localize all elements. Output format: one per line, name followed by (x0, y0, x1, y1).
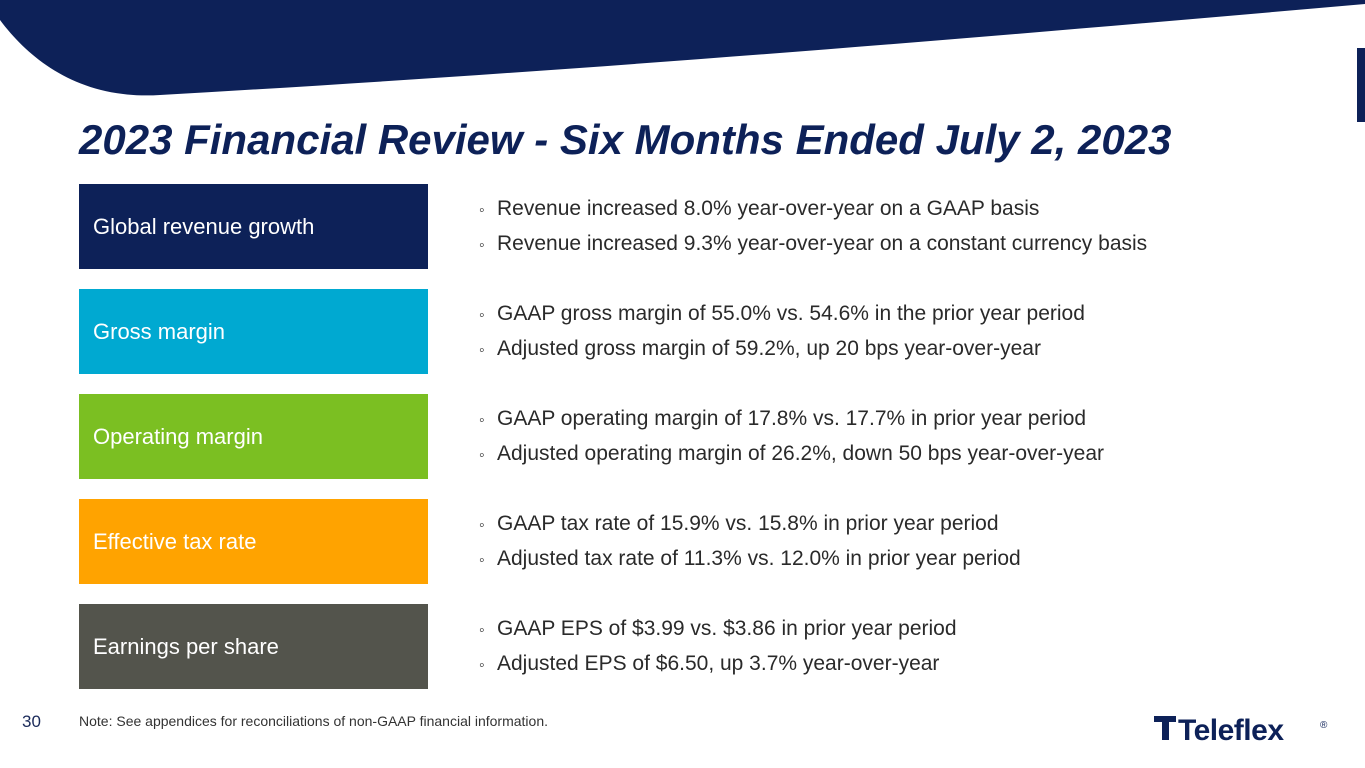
bullet-circle-icon: ◦ (479, 622, 485, 639)
bullet-circle-icon: ◦ (479, 551, 485, 569)
bullet-item: ◦ GAAP gross margin of 55.0% vs. 54.6% in… (479, 298, 1279, 333)
svg-text:®: ® (1320, 720, 1328, 731)
bullet-circle-icon: ◦ (479, 202, 485, 219)
teleflex-logo: Teleflex ® (1154, 714, 1328, 746)
category-box: Operating margin (79, 394, 428, 479)
footnote: Note: See appendices for reconciliations… (79, 713, 549, 729)
bullet-circle-icon: ◦ (479, 236, 485, 254)
bullet-circle-icon: ◦ (479, 446, 485, 464)
review-row-revenue: Global revenue growth ◦ Revenue increased… (79, 184, 1279, 269)
bullet-item: ◦ GAAP EPS of $3.99 vs. $3.86 in prior ye… (479, 613, 1279, 648)
bullet-list: ◦ GAAP EPS of $3.99 vs. $3.86 in prior ye… (479, 613, 1279, 682)
bullet-list: ◦ GAAP operating margin of 17.8% vs. 17.7… (479, 403, 1279, 472)
category-box: Gross margin (79, 289, 428, 374)
bullet-circle-icon: ◦ (479, 412, 485, 429)
bullet-circle-icon: ◦ (479, 341, 485, 359)
page-number: 30 (22, 712, 41, 731)
review-row-operating-margin: Operating margin ◦ GAAP operating margin … (79, 394, 1279, 479)
bullet-list: ◦ GAAP gross margin of 55.0% vs. 54.6% in… (479, 298, 1279, 367)
bullet-item: ◦ Adjusted operating margin of 26.2%, dow… (479, 438, 1279, 473)
category-box: Earnings per share (79, 604, 428, 689)
page-title: 2023 Financial Review - Six Months Ended… (79, 116, 1172, 163)
bullet-item: ◦ Adjusted tax rate of 11.3% vs. 12.0% in… (479, 543, 1279, 578)
bullet-item: ◦ Adjusted EPS of $6.50, up 3.7% year-ove… (479, 648, 1279, 683)
header-banner (0, 0, 1365, 122)
bullet-circle-icon: ◦ (479, 307, 485, 324)
bullet-item: ◦ Adjusted gross margin of 59.2%, up 20 b… (479, 333, 1279, 368)
bullet-item: ◦ Revenue increased 8.0% year-over-year o… (479, 193, 1279, 228)
review-row-tax-rate: Effective tax rate ◦ GAAP tax rate of 15.… (79, 499, 1279, 584)
category-box: Global revenue growth (79, 184, 428, 269)
bullet-list: ◦ Revenue increased 8.0% year-over-year o… (479, 193, 1279, 262)
review-row-gross-margin: Gross margin ◦ GAAP gross margin of 55.0%… (79, 289, 1279, 374)
bullet-list: ◦ GAAP tax rate of 15.9% vs. 15.8% in pri… (479, 508, 1279, 577)
bullet-item: ◦ Revenue increased 9.3% year-over-year o… (479, 228, 1279, 263)
bullet-item: ◦ GAAP operating margin of 17.8% vs. 17.7… (479, 403, 1279, 438)
bullet-circle-icon: ◦ (479, 517, 485, 534)
bullet-item: ◦ GAAP tax rate of 15.9% vs. 15.8% in pri… (479, 508, 1279, 543)
category-box: Effective tax rate (79, 499, 428, 584)
bullet-circle-icon: ◦ (479, 656, 485, 674)
svg-text:Teleflex: Teleflex (1178, 714, 1284, 746)
review-row-eps: Earnings per share ◦ GAAP EPS of $3.99 vs… (79, 604, 1279, 689)
